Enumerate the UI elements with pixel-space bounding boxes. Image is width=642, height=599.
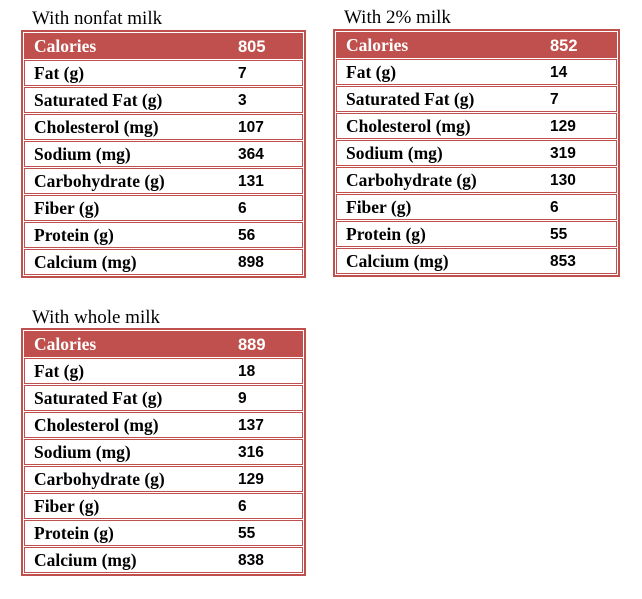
table-row: Fat (g) 18	[24, 357, 303, 384]
nutrient-label: Carbohydrate (g)	[34, 468, 165, 489]
nutrient-value: 56	[238, 226, 256, 244]
nutrient-label: Protein (g)	[34, 224, 114, 245]
nutrient-value: 6	[550, 198, 559, 216]
table-row: Carbohydrate (g) 130	[336, 166, 617, 193]
nutrient-label: Cholesterol (mg)	[346, 115, 471, 136]
nutrient-label: Calcium (mg)	[346, 250, 449, 271]
nutrition-table: Calories 889 Fat (g) 18 Saturated Fat (g) 9 Ch…	[21, 328, 306, 576]
nutrient-value: 55	[238, 524, 256, 542]
nutrient-value: 107	[238, 118, 264, 136]
table-row: Sodium (mg) 364	[24, 140, 303, 167]
table-row: Fat (g) 7	[24, 59, 303, 86]
nutrient-label: Sodium (mg)	[34, 441, 131, 462]
nutrient-value: 319	[550, 144, 576, 162]
table-row: Saturated Fat (g) 7	[336, 85, 617, 112]
table-row: Protein (g) 55	[24, 519, 303, 546]
table-title: With whole milk	[32, 307, 160, 328]
table-row: Protein (g) 56	[24, 221, 303, 248]
table-row: Protein (g) 55	[336, 220, 617, 247]
table-row: Saturated Fat (g) 9	[24, 384, 303, 411]
nutrition-table: Calories 852 Fat (g) 14 Saturated Fat (g) 7 Ch…	[333, 29, 620, 277]
nutrient-label: Saturated Fat (g)	[34, 387, 163, 408]
header-row: Calories 805	[24, 33, 303, 59]
header-row: Calories 852	[336, 32, 617, 58]
nutrient-label: Protein (g)	[346, 223, 426, 244]
nutrient-label: Cholesterol (mg)	[34, 116, 159, 137]
nutrient-value: 898	[238, 253, 264, 271]
nutrient-value: 130	[550, 171, 576, 189]
nutrient-label: Calories	[34, 334, 97, 354]
nutrient-value: 55	[550, 225, 568, 243]
nutrient-value: 7	[238, 64, 247, 82]
nutrient-label: Fat (g)	[34, 62, 85, 83]
table-row: Cholesterol (mg) 129	[336, 112, 617, 139]
table-row: Calcium (mg) 838	[24, 546, 303, 573]
nutrient-label: Calories	[34, 36, 97, 56]
table-row: Saturated Fat (g) 3	[24, 86, 303, 113]
table-row: Calcium (mg) 898	[24, 248, 303, 275]
nutrient-label: Saturated Fat (g)	[346, 88, 475, 109]
nutrient-value: 852	[550, 37, 578, 55]
table-row: Cholesterol (mg) 137	[24, 411, 303, 438]
nutrient-label: Fiber (g)	[346, 196, 412, 217]
table-row: Sodium (mg) 316	[24, 438, 303, 465]
nutrient-label: Calcium (mg)	[34, 549, 137, 570]
table-row: Fat (g) 14	[336, 58, 617, 85]
nutrition-table: Calories 805 Fat (g) 7 Saturated Fat (g) 3 Cho…	[21, 30, 306, 278]
nutrient-value: 131	[238, 172, 264, 190]
header-row: Calories 889	[24, 331, 303, 357]
table-row: Sodium (mg) 319	[336, 139, 617, 166]
nutrient-value: 129	[238, 470, 264, 488]
nutrient-label: Calories	[346, 35, 409, 55]
nutrient-value: 7	[550, 90, 559, 108]
nutrient-label: Saturated Fat (g)	[34, 89, 163, 110]
nutrient-value: 889	[238, 336, 266, 354]
nutrient-value: 9	[238, 389, 247, 407]
nutrient-label: Fat (g)	[34, 360, 85, 381]
nutrient-value: 129	[550, 117, 576, 135]
nutrient-label: Fat (g)	[346, 61, 397, 82]
table-title: With 2% milk	[344, 7, 451, 28]
table-row: Fiber (g) 6	[24, 492, 303, 519]
table-row: Fiber (g) 6	[24, 194, 303, 221]
table-row: Carbohydrate (g) 131	[24, 167, 303, 194]
nutrient-label: Cholesterol (mg)	[34, 414, 159, 435]
nutrient-label: Sodium (mg)	[346, 142, 443, 163]
nutrient-value: 18	[238, 362, 256, 380]
nutrient-label: Fiber (g)	[34, 197, 100, 218]
nutrient-value: 6	[238, 497, 247, 515]
nutrient-label: Carbohydrate (g)	[346, 169, 477, 190]
table-row: Fiber (g) 6	[336, 193, 617, 220]
nutrient-value: 838	[238, 551, 264, 569]
table-row: Cholesterol (mg) 107	[24, 113, 303, 140]
nutrient-value: 3	[238, 91, 247, 109]
nutrient-label: Sodium (mg)	[34, 143, 131, 164]
nutrient-value: 14	[550, 63, 568, 81]
nutrient-label: Protein (g)	[34, 522, 114, 543]
nutrient-value: 316	[238, 443, 264, 461]
nutrient-label: Fiber (g)	[34, 495, 100, 516]
table-row: Calcium (mg) 853	[336, 247, 617, 274]
nutrient-label: Carbohydrate (g)	[34, 170, 165, 191]
nutrient-value: 137	[238, 416, 264, 434]
nutrient-label: Calcium (mg)	[34, 251, 137, 272]
nutrient-value: 6	[238, 199, 247, 217]
nutrient-value: 853	[550, 252, 576, 270]
table-row: Carbohydrate (g) 129	[24, 465, 303, 492]
table-title: With nonfat milk	[32, 8, 163, 29]
nutrient-value: 364	[238, 145, 264, 163]
nutrient-value: 805	[238, 38, 266, 56]
